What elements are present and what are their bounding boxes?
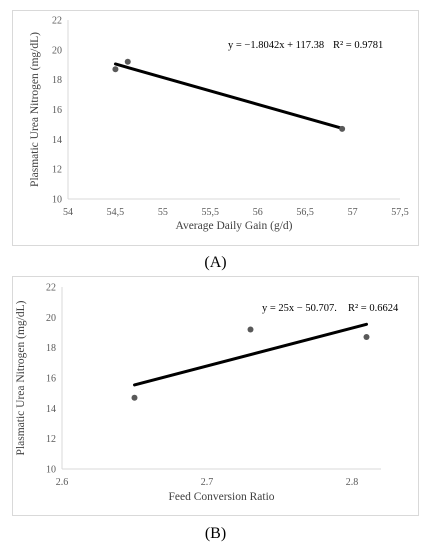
chart-a-equation: y = −1.8042x + 117.38 [228, 40, 324, 51]
chart-a-data-point [112, 66, 119, 73]
chart-b-ytick-label: 20 [46, 313, 56, 324]
chart-a-x-axis-title: Average Daily Gain (g/d) [176, 220, 293, 232]
panel-label-b: (B) [204, 525, 227, 542]
chart-b-xtick-label: 2.6 [56, 477, 69, 488]
panel-label-a: (A) [204, 254, 227, 271]
chart-a-xtick-label: 55,5 [202, 207, 220, 218]
chart-b-xtick-label: 2.8 [346, 477, 359, 488]
chart-a-y-axis-title: Plasmatic Urea Nitrogen (mg/dL) [29, 32, 41, 187]
chart-b-equation: y = 25x − 50.707. [262, 303, 337, 314]
chart-a-ytick-label: 10 [52, 195, 62, 206]
chart-b-ytick-label: 16 [46, 374, 56, 385]
chart-a-xtick-label: 54 [63, 207, 73, 218]
chart-a-ytick-label: 16 [52, 105, 62, 116]
chart-b-ytick-label: 10 [46, 465, 56, 476]
chart-b-ytick-label: 14 [46, 404, 56, 415]
chart-a-frame [12, 10, 419, 246]
chart-b-data-point [247, 326, 254, 333]
chart-a-xtick-label: 56 [253, 207, 263, 218]
chart-a-ytick-label: 22 [52, 16, 62, 27]
chart-a-xtick-label: 55 [158, 207, 168, 218]
chart-a-xtick-label: 57 [348, 207, 358, 218]
chart-b-data-point [131, 394, 138, 401]
chart-b-x-axis-title: Feed Conversion Ratio [168, 491, 274, 503]
chart-b-data-point [363, 334, 370, 341]
chart-a-r-squared: R² = 0.9781 [333, 40, 383, 51]
chart-b-ytick-label: 22 [46, 283, 56, 294]
chart-a-data-point [339, 125, 346, 132]
chart-b-y-axis-title: Plasmatic Urea Nitrogen (mg/dL) [15, 300, 27, 455]
chart-a-data-point [124, 58, 131, 65]
chart-a-xtick-label: 54,5 [107, 207, 125, 218]
chart-b-frame [12, 276, 419, 516]
chart-a-ytick-label: 20 [52, 45, 62, 56]
chart-b-ytick-label: 18 [46, 343, 56, 354]
chart-a-trendline [113, 62, 344, 130]
chart-a-ytick-label: 12 [52, 165, 62, 176]
chart-a-ytick-label: 18 [52, 75, 62, 86]
chart-b-xtick-label: 2.7 [201, 477, 214, 488]
chart-b-ytick-label: 12 [46, 434, 56, 445]
chart-a-xtick-label: 56,5 [296, 207, 314, 218]
chart-b-r-squared: R² = 0.6624 [348, 303, 399, 314]
chart-b-trendline [133, 322, 368, 387]
chart-a-xtick-label: 57,5 [391, 207, 409, 218]
chart-a-ytick-label: 14 [52, 135, 62, 146]
